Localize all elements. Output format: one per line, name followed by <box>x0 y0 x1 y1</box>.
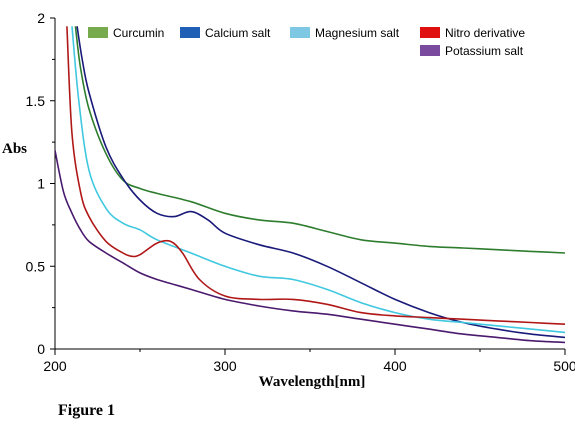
x-tick-label: 300 <box>213 358 237 374</box>
series-line-magnesium-salt <box>71 26 565 334</box>
y-tick-label: 0 <box>37 341 45 357</box>
legend-label-potassium-salt: Potassium salt <box>445 44 524 58</box>
legend-swatch-curcumin <box>88 27 108 38</box>
x-tick-label: 500 <box>553 358 575 374</box>
x-tick-label: 400 <box>383 358 407 374</box>
series-line-nitro-derivative <box>66 26 565 325</box>
legend-label-nitro-derivative: Nitro derivative <box>445 26 525 40</box>
y-axis-label: Abs <box>2 141 27 157</box>
axes: 0 0.5 1 1.5 2 200 300 400 500 <box>26 10 575 374</box>
legend-swatch-potassium-salt <box>420 45 440 56</box>
x-axis-label: Wavelength[nm] <box>259 374 366 390</box>
legend-swatch-magnesium-salt <box>290 27 310 38</box>
y-tick-label: 0.5 <box>26 258 46 274</box>
legend-swatch-nitro-derivative <box>420 27 440 38</box>
figure-caption: Figure 1 <box>58 402 115 419</box>
plot-area <box>55 18 565 349</box>
y-tick-label: 1.5 <box>26 93 46 109</box>
legend-label-curcumin: Curcumin <box>113 26 164 40</box>
legend-swatch-calcium-salt <box>180 27 200 38</box>
series-line-calcium-salt <box>76 26 565 339</box>
legend: Curcumin Calcium salt Magnesium salt Nitro … <box>88 26 525 58</box>
y-tick-label: 1 <box>37 176 45 192</box>
series-layer <box>55 26 565 344</box>
y-tick-label: 2 <box>37 10 45 26</box>
x-tick-label: 200 <box>43 358 67 374</box>
legend-label-magnesium-salt: Magnesium salt <box>315 26 400 40</box>
series-line-potassium-salt <box>55 150 565 344</box>
series-line-curcumin <box>74 26 565 254</box>
legend-label-calcium-salt: Calcium salt <box>205 26 271 40</box>
